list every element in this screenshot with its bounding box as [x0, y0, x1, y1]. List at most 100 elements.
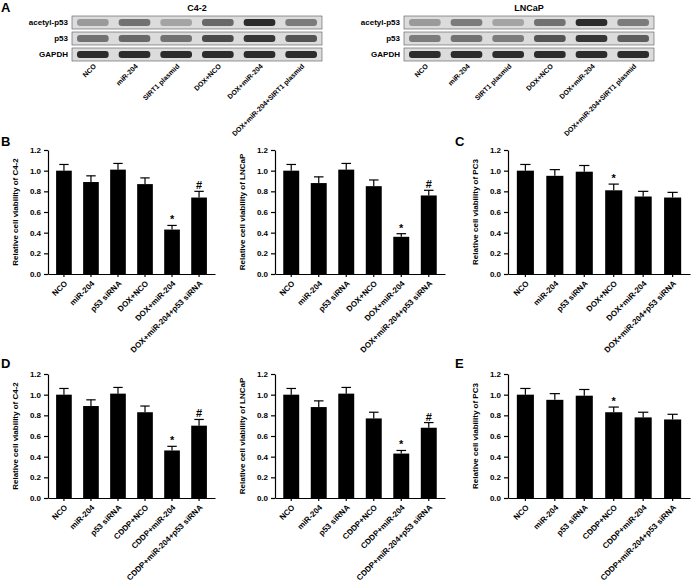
error-stem	[672, 192, 673, 197]
axis-line	[508, 151, 509, 275]
y-axis: 0.00.20.40.60.81.01.2	[257, 146, 276, 279]
bar	[191, 198, 207, 274]
figure: ABCDEC4-2acetyl-p53p53GAPDHNCOmiR-204SIR…	[0, 0, 700, 584]
error-bar	[286, 388, 296, 394]
significance-mark: #	[426, 411, 432, 423]
y-tick-label: 0.0	[490, 494, 502, 503]
bar	[283, 395, 299, 498]
error-stem	[428, 423, 429, 428]
error-cap	[113, 163, 122, 164]
x-tick: DOX+miR-204+p53 siRNA	[359, 274, 435, 355]
x-tick-label: NCO	[50, 279, 69, 298]
blot-band	[492, 35, 524, 42]
y-tick-label: 0.2	[490, 249, 502, 258]
panel-label: C	[455, 134, 465, 149]
x-tick-mark	[318, 274, 319, 277]
error-bar	[424, 423, 434, 428]
error-cap	[314, 176, 324, 177]
y-tick-mark	[44, 171, 48, 172]
blot: LNCaPacetyl-p53p53GAPDHNCOmiR-204SIRT1 p…	[361, 3, 654, 138]
y-tick-mark	[504, 436, 508, 437]
x-tick-mark	[643, 274, 644, 277]
y-tick: 0.8	[257, 411, 275, 420]
y-tick: 0.8	[257, 187, 275, 196]
x-tick-label: NCO	[50, 503, 69, 522]
y-tick-mark	[44, 415, 48, 416]
y-axis: 0.00.20.40.60.81.01.2	[490, 146, 509, 279]
x-tick-mark	[554, 274, 555, 277]
error-cap	[140, 405, 149, 406]
error-stem	[584, 390, 585, 396]
x-tick: miR-204	[296, 498, 325, 531]
x-axis: NCOmiR-204p53 siRNADOX+NCODOX+miR-204DOX…	[49, 274, 216, 355]
error-bar	[167, 225, 176, 229]
error-bar	[86, 176, 95, 182]
bar	[283, 171, 299, 274]
blot-band	[119, 19, 151, 26]
y-tick-mark	[271, 191, 275, 192]
error-stem	[584, 166, 585, 172]
lane-label: miR-204	[115, 62, 139, 86]
y-tick: 0.6	[30, 432, 48, 441]
blot-band	[77, 19, 109, 26]
y-axis-title: Relative cell viability of PC3	[471, 383, 480, 489]
error-bar	[194, 191, 203, 197]
x-tick: DOX+miR-204+p53 siRNA	[602, 274, 678, 355]
x-tick: NCO	[278, 274, 297, 298]
y-tick-mark	[44, 436, 48, 437]
y-tick-label: 0.6	[490, 432, 502, 441]
y-tick: 0.4	[30, 453, 48, 462]
lane-label: DOX+miR-204	[226, 62, 264, 100]
y-tick-label: 0.2	[257, 473, 269, 482]
y-tick: 1.2	[257, 146, 275, 155]
bar	[605, 190, 622, 274]
error-cap	[579, 165, 589, 166]
x-tick-label: DOX+miR-204+p53 siRNA	[359, 279, 435, 355]
blot-strip	[72, 32, 322, 45]
y-tick: 1.0	[30, 167, 48, 176]
x-tick-label: miR-204	[532, 503, 561, 532]
x-tick-label: DOX+miR-204+p53 siRNA	[129, 279, 205, 355]
error-bar	[520, 164, 530, 170]
y-tick-mark	[271, 233, 275, 234]
y-tick: 1.0	[490, 167, 508, 176]
y-tick: 0.2	[257, 473, 275, 482]
y-tick-mark	[271, 171, 275, 172]
y-tick-label: 1.2	[257, 370, 269, 379]
x-tick-mark	[643, 498, 644, 501]
y-tick: 0.8	[490, 187, 508, 196]
x-tick-label: NCO	[278, 279, 297, 298]
x-tick-label: NCO	[512, 503, 531, 522]
lane-label: DOX+miR-204+SIRT1 plasmid	[231, 62, 307, 138]
blot-band	[409, 35, 441, 42]
x-tick: NCO	[50, 498, 69, 522]
y-tick-mark	[44, 233, 48, 234]
error-bar	[550, 394, 560, 400]
error-bar	[668, 192, 678, 197]
error-stem	[428, 190, 429, 195]
error-bar	[579, 390, 589, 396]
x-axis: NCOmiR-204p53 siRNACDDP+NCOCDDP+miR-204C…	[276, 498, 446, 582]
x-tick-label: miR-204	[532, 279, 561, 308]
error-bar	[314, 401, 324, 407]
y-tick: 0.6	[30, 208, 48, 217]
bar	[546, 176, 563, 274]
bar	[421, 195, 437, 274]
x-tick-label: CDDP+miR-204+p53 siRNA	[125, 503, 204, 582]
error-stem	[318, 177, 319, 183]
y-tick-mark	[504, 477, 508, 478]
y-tick-mark	[271, 498, 275, 499]
lane-label: miR-204	[447, 62, 471, 86]
y-tick-label: 0.4	[30, 229, 42, 238]
y-tick: 1.2	[30, 370, 48, 379]
x-tick-mark	[554, 498, 555, 501]
y-tick: 1.0	[257, 391, 275, 400]
blot-strip	[404, 48, 654, 61]
x-tick-mark	[171, 498, 172, 501]
significance-mark: *	[399, 222, 404, 234]
y-tick-mark	[44, 150, 48, 151]
figure-svg: ABCDEC4-2acetyl-p53p53GAPDHNCOmiR-204SIR…	[0, 0, 700, 584]
y-tick: 0.0	[490, 270, 508, 279]
x-tick: NCO	[512, 274, 531, 298]
y-tick-label: 0.4	[490, 229, 502, 238]
